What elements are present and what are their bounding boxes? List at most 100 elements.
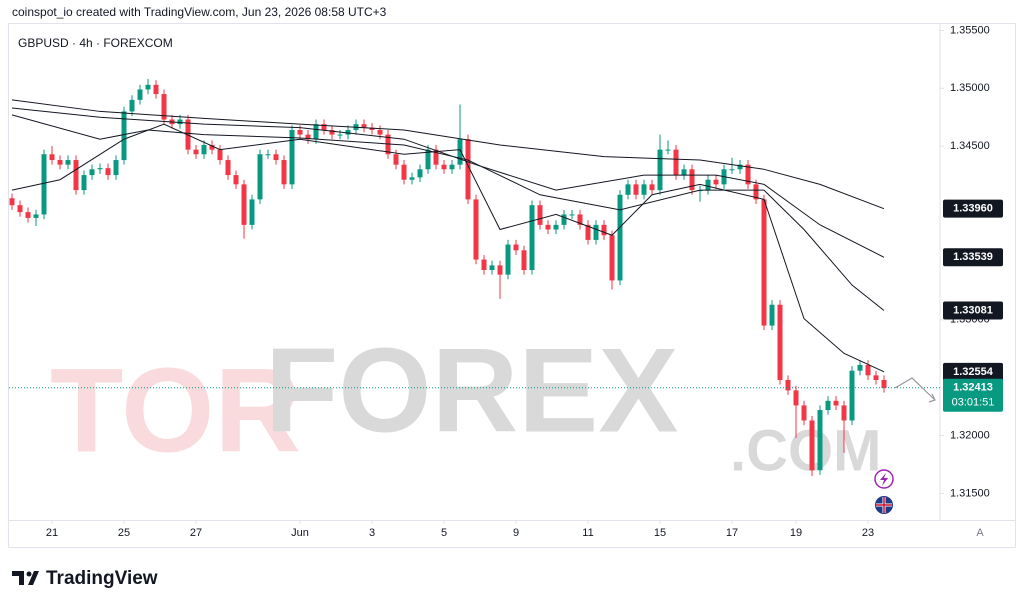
x-tick-label: 25 bbox=[118, 527, 130, 539]
auto-scale-button[interactable]: A bbox=[976, 527, 984, 539]
candle-body bbox=[337, 134, 343, 136]
candle-body bbox=[873, 375, 879, 380]
candle-body bbox=[313, 124, 319, 140]
watermark-part: FOREX bbox=[265, 324, 678, 458]
candle-body bbox=[601, 224, 607, 236]
candle-body bbox=[489, 265, 495, 270]
candle-body bbox=[513, 244, 519, 251]
flag-icon[interactable] bbox=[875, 496, 893, 514]
arrow-icon bbox=[894, 377, 936, 403]
candle-body bbox=[521, 250, 527, 270]
candle-body bbox=[537, 205, 543, 225]
candle-body bbox=[529, 205, 535, 270]
ma-label: 1.33539 bbox=[953, 251, 993, 263]
candle-body bbox=[857, 364, 863, 371]
candle-body bbox=[345, 129, 351, 135]
y-tick-label: 1.35000 bbox=[950, 82, 990, 94]
ma-line bbox=[11, 114, 885, 311]
candle-body bbox=[393, 154, 399, 165]
candle-body bbox=[441, 164, 447, 170]
candle-body bbox=[97, 168, 103, 170]
candle-body bbox=[233, 175, 239, 185]
candle-body bbox=[545, 224, 551, 230]
candle-body bbox=[465, 139, 471, 200]
candle-body bbox=[769, 304, 775, 326]
candle-body bbox=[505, 244, 511, 275]
candle-body bbox=[497, 265, 503, 275]
candle-body bbox=[841, 405, 847, 421]
candle-body bbox=[409, 177, 415, 180]
candle-body bbox=[713, 179, 719, 185]
candle-body bbox=[377, 129, 383, 135]
candle-body bbox=[217, 149, 223, 161]
x-tick-label: 27 bbox=[190, 527, 202, 539]
candle-body bbox=[457, 139, 463, 165]
candle-body bbox=[417, 169, 423, 178]
ma-line bbox=[11, 107, 885, 258]
y-tick-label: 1.31500 bbox=[950, 487, 990, 499]
watermark-part: .COM bbox=[730, 418, 881, 483]
ma-label: 1.33081 bbox=[953, 304, 993, 316]
symbol-title: GBPUSD · 4h · FOREXCOM bbox=[18, 36, 173, 50]
candle-body bbox=[849, 370, 855, 421]
x-tick-label: 23 bbox=[862, 527, 874, 539]
candle-body bbox=[793, 390, 799, 406]
candle-body bbox=[177, 119, 183, 125]
candle-body bbox=[137, 89, 143, 100]
candle-body bbox=[329, 129, 335, 135]
candle-body bbox=[425, 149, 431, 170]
candle-body bbox=[65, 160, 71, 165]
x-tick-label: 11 bbox=[582, 527, 593, 539]
y-tick-label: 1.32000 bbox=[950, 429, 990, 441]
x-tick-label: 17 bbox=[726, 527, 738, 539]
chart-frame bbox=[8, 23, 1016, 548]
x-tick-label: Jun bbox=[291, 527, 309, 539]
candle-body bbox=[825, 400, 831, 411]
candle-body bbox=[289, 129, 295, 185]
x-tick-label: 5 bbox=[441, 527, 447, 539]
candle-body bbox=[705, 179, 711, 191]
candle-body bbox=[801, 405, 807, 421]
event-icon[interactable] bbox=[874, 469, 894, 489]
candle-body bbox=[753, 184, 759, 200]
candle-body bbox=[809, 420, 815, 471]
ma-label-box bbox=[943, 362, 1003, 381]
candle-body bbox=[657, 149, 663, 191]
candle-body bbox=[473, 199, 479, 260]
candle-body bbox=[641, 184, 647, 195]
candle-body bbox=[633, 184, 639, 195]
candle-body bbox=[305, 134, 311, 140]
x-tick-label: 9 bbox=[513, 527, 519, 539]
candle-body bbox=[785, 379, 791, 391]
candle-body bbox=[593, 224, 599, 240]
candle-body bbox=[569, 214, 575, 216]
price-label: 1.32413 bbox=[953, 382, 993, 394]
candle-body bbox=[41, 154, 47, 215]
candle-body bbox=[297, 129, 303, 135]
plot bbox=[9, 79, 940, 477]
candle-body bbox=[273, 154, 279, 161]
candle-body bbox=[433, 149, 439, 165]
candle-body bbox=[9, 198, 15, 206]
candle-body bbox=[665, 149, 671, 151]
ma-line bbox=[11, 99, 885, 210]
candle-body bbox=[481, 259, 487, 270]
candle-body bbox=[145, 84, 151, 90]
candle-body bbox=[193, 149, 199, 155]
candle-body bbox=[57, 160, 63, 165]
candle-body bbox=[777, 304, 783, 380]
candle-body bbox=[681, 169, 687, 176]
ma-label-box bbox=[943, 301, 1003, 320]
candle-body bbox=[865, 364, 871, 376]
watermark: TOR FOREX .COM bbox=[50, 324, 881, 484]
candle-body bbox=[81, 175, 87, 191]
candle-body bbox=[321, 124, 327, 130]
price-label-box bbox=[943, 378, 1003, 412]
candle-body bbox=[561, 214, 567, 225]
candle-body bbox=[105, 168, 111, 176]
candle-body bbox=[17, 205, 23, 213]
candle-body bbox=[73, 160, 79, 191]
countdown: 03:01:51 bbox=[952, 397, 995, 409]
candle-body bbox=[553, 224, 559, 230]
